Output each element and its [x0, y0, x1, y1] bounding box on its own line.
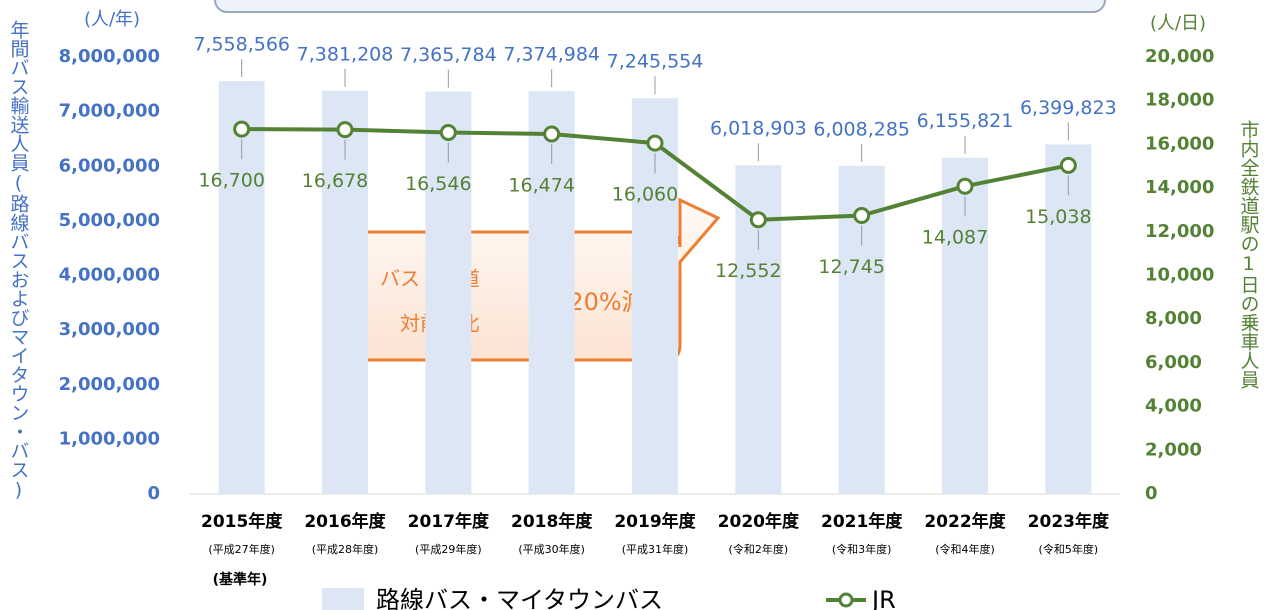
bar-value-label: 7,365,784 — [400, 44, 497, 66]
x-tick-label: 2023年度 — [1028, 511, 1110, 532]
x-tick-label: 2016年度 — [304, 511, 386, 532]
y2ticks-label: 14,000 — [1145, 177, 1214, 198]
yticks-label: 3,000,000 — [59, 319, 160, 340]
line-marker — [956, 177, 974, 195]
legend-swatch — [322, 588, 364, 610]
x-tick-label: 2019年度 — [614, 511, 696, 532]
x-tick-label: 2020年度 — [718, 511, 800, 532]
x-tick-note: (平成30年度) — [518, 542, 585, 556]
y2ticks-label: 0 — [1145, 483, 1158, 504]
x-tick-label: 2017年度 — [408, 511, 490, 532]
line-value-label: 12,745 — [818, 256, 884, 278]
bar-value-label: 6,155,821 — [917, 110, 1014, 132]
yticks-label: 0 — [147, 483, 160, 504]
y2ticks-label: 12,000 — [1145, 221, 1214, 242]
bar-value-label: 7,381,208 — [297, 43, 394, 65]
y-unit: (人/年) — [84, 9, 140, 30]
line-marker — [646, 134, 664, 152]
y2ticks-label: 18,000 — [1145, 90, 1214, 111]
x-tick-note: (平成28年度) — [312, 542, 379, 556]
bar — [1045, 144, 1092, 494]
line-marker — [336, 121, 354, 139]
yticks-label: 1,000,000 — [59, 428, 160, 449]
x-tick-label: 2022年度 — [924, 511, 1006, 532]
y2ticks-label: 16,000 — [1145, 133, 1214, 154]
bar-value-label: 7,245,554 — [607, 51, 704, 73]
x-tick-note: (令和2年度) — [729, 542, 789, 556]
line-marker — [439, 123, 457, 141]
line-value-label: 16,700 — [198, 170, 264, 192]
line-value-label: 16,678 — [302, 170, 368, 192]
base-year-note: (基準年) — [213, 571, 268, 588]
yticks-label: 4,000,000 — [59, 265, 160, 286]
legend-label: JR — [870, 586, 896, 610]
line-value-label: 16,546 — [405, 173, 471, 195]
y2-axis-label: 市内全鉄道駅の1日の乗車人員 — [1238, 120, 1260, 389]
line-marker — [543, 125, 561, 143]
line-marker — [749, 211, 767, 229]
yticks-label: 8,000,000 — [59, 46, 160, 67]
y2ticks-label: 2,000 — [1145, 439, 1202, 460]
bar-value-label: 6,399,823 — [1020, 97, 1117, 119]
x-tick-label: 2015年度 — [201, 511, 283, 532]
yticks-label: 6,000,000 — [59, 155, 160, 176]
y2ticks-label: 4,000 — [1145, 396, 1202, 417]
line-marker — [1059, 156, 1077, 174]
x-tick-note: (平成27年度) — [208, 542, 275, 556]
title-box — [214, 0, 1106, 13]
bar-value-label: 6,008,285 — [813, 118, 910, 140]
y2ticks-label: 6,000 — [1145, 352, 1202, 373]
yticks-label: 2,000,000 — [59, 374, 160, 395]
x-tick-label: 2021年度 — [821, 511, 903, 532]
y-axis-label: 年間バス輸送人員(路線バスおよびマイタウン・バス) — [8, 20, 30, 501]
line-value-label: 16,474 — [508, 175, 574, 197]
x-tick-note: (平成29年度) — [415, 542, 482, 556]
line-marker — [853, 207, 871, 225]
bar-value-label: 7,374,984 — [503, 44, 600, 66]
x-tick-note: (令和3年度) — [832, 542, 892, 556]
line-value-label: 12,552 — [715, 260, 781, 282]
y2ticks-label: 8,000 — [1145, 308, 1202, 329]
line-marker — [233, 120, 251, 138]
y2-unit: (人/日) — [1150, 13, 1206, 34]
line-value-label: 14,087 — [922, 227, 988, 249]
legend-label: 路線バス・マイタウンバス — [376, 586, 663, 610]
x-tick-note: (令和4年度) — [935, 542, 995, 556]
line-value-label: 16,060 — [612, 184, 678, 206]
y2ticks-label: 20,000 — [1145, 46, 1214, 67]
x-tick-label: 2018年度 — [511, 511, 593, 532]
y2ticks-label: 10,000 — [1145, 265, 1214, 286]
bar-value-label: 6,018,903 — [710, 118, 807, 140]
bar-value-label: 7,558,566 — [193, 34, 290, 56]
x-tick-note: (令和5年度) — [1039, 542, 1099, 556]
yticks-label: 5,000,000 — [59, 210, 160, 231]
yticks-label: 7,000,000 — [59, 101, 160, 122]
legend-swatch — [838, 592, 854, 608]
x-tick-note: (平成31年度) — [622, 542, 689, 556]
line-value-label: 15,038 — [1025, 206, 1091, 228]
